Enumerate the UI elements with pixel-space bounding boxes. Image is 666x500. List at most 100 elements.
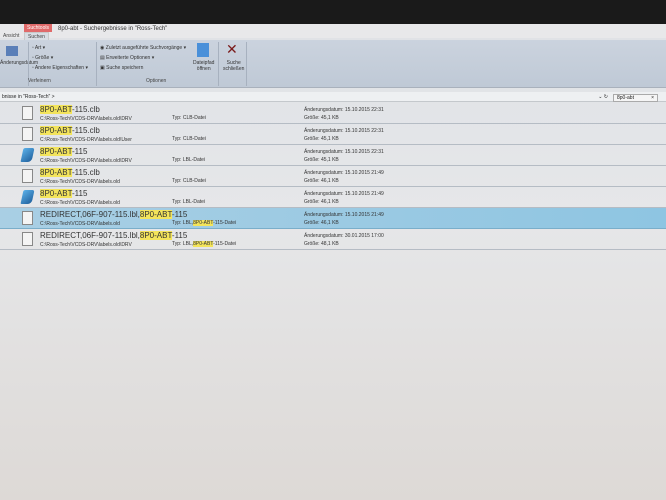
- art-button[interactable]: ▫ Art ▾: [32, 45, 46, 51]
- file-type: Typ: CLB-Datei: [172, 178, 206, 184]
- name-part: -115: [171, 210, 188, 219]
- type-highlight: 8P0-ABT: [193, 220, 214, 226]
- result-row[interactable]: 8P0-ABT-115 C:\Ross-Tech\VCDS-DRV\labels…: [0, 187, 666, 208]
- type-highlight: 8P0-ABT: [193, 241, 214, 247]
- name-highlight: 8P0-ABT: [40, 126, 73, 135]
- modified-date: Änderungsdatum: 15.10.2015 21:49: [304, 170, 384, 176]
- modified-date: Änderungsdatum: 15.10.2015 22:31: [304, 107, 384, 113]
- title-bar: Suchtools 8p0-abt - Suchergebnisse in "R…: [0, 24, 666, 38]
- name-highlight: 8P0-ABT: [40, 147, 73, 156]
- file-type: Typ: LBL-Datei: [172, 199, 205, 205]
- file-type: Typ: LBL,8P0-ABT-115-Datei: [172, 241, 236, 247]
- calendar-icon: [6, 46, 18, 56]
- result-row[interactable]: 8P0-ABT-115.clb C:\Ross-Tech\VCDS-DRV\la…: [0, 103, 666, 124]
- close-search-button[interactable]: Suche schließen: [223, 60, 244, 72]
- group-verfeinern: Verfeinern: [28, 78, 51, 84]
- close-icon: ✕: [226, 41, 238, 57]
- modified-date: Änderungsdatum: 15.10.2015 22:31: [304, 128, 384, 134]
- file-type: Typ: CLB-Datei: [172, 136, 206, 142]
- close-label-2: schließen: [223, 66, 245, 72]
- open-file-location-button[interactable]: Dateipfad öffnen: [193, 60, 214, 72]
- file-name[interactable]: 8P0-ABT-115.clb: [40, 168, 100, 177]
- modified-date: Änderungsdatum: 15.10.2015 21:49: [304, 191, 384, 197]
- document-icon: [22, 232, 33, 246]
- close-label: Suche: [226, 60, 241, 66]
- file-path: C:\Ross-Tech\VCDS-DRV\labels.old\DRV: [40, 242, 132, 248]
- document-icon: [22, 211, 33, 225]
- divider: [218, 42, 219, 86]
- recent-searches-button[interactable]: ◉ Zuletzt ausgeführte Suchvorgänge ▾: [100, 45, 187, 51]
- advanced-options-button[interactable]: ▤ Erweiterte Optionen ▾: [100, 55, 155, 61]
- file-type: Typ: CLB-Datei: [172, 115, 206, 121]
- name-highlight: 8P0-ABT: [40, 189, 73, 198]
- result-row[interactable]: REDIRECT,06F-907-115.lbl,8P0-ABT-115 C:\…: [0, 229, 666, 250]
- date-modified-button[interactable]: Änderungsdatum: [0, 60, 39, 66]
- other-properties-label: Andere Eigenschaften: [34, 65, 85, 71]
- modified-date: Änderungsdatum: 15.10.2015 22:31: [304, 149, 384, 155]
- file-type: Typ: LBL,8P0-ABT-115-Datei: [172, 220, 236, 226]
- ribbon: Änderungsdatum ▫ Art ▾ ▫ Größe ▾ ▫ Ander…: [0, 40, 666, 88]
- search-input[interactable]: 8p0-abt ×: [613, 94, 658, 102]
- breadcrumb[interactable]: bnisse in "Ross-Tech" >: [2, 94, 55, 100]
- result-row[interactable]: 8P0-ABT-115 C:\Ross-Tech\VCDS-DRV\labels…: [0, 145, 666, 166]
- file-path: C:\Ross-Tech\VCDS-DRV\labels.old: [40, 200, 120, 206]
- name-part: -115: [72, 147, 88, 156]
- name-part: -115: [72, 189, 88, 198]
- search-value: 8p0-abt: [617, 95, 634, 101]
- other-properties-button[interactable]: ▫ Andere Eigenschaften ▾: [32, 65, 88, 71]
- name-part: -115.clb: [72, 126, 100, 135]
- clear-search-icon[interactable]: ×: [651, 95, 654, 101]
- open-loc-label-2: öffnen: [196, 66, 211, 72]
- name-part: REDIRECT,06F-907-115.lbl,: [40, 210, 140, 219]
- divider: [246, 42, 247, 86]
- type-part: Typ: LBL,: [172, 241, 194, 247]
- file-name[interactable]: 8P0-ABT-115.clb: [40, 105, 100, 114]
- file-type: Typ: LBL-Datei: [172, 157, 205, 163]
- file-name[interactable]: REDIRECT,06F-907-115.lbl,8P0-ABT-115: [40, 210, 187, 219]
- file-size: Größe: 45,1 KB: [304, 115, 339, 121]
- type-part: -115-Datei: [213, 220, 237, 226]
- art-label: Art: [34, 45, 42, 51]
- type-part: Typ: LBL,: [172, 220, 194, 226]
- result-row[interactable]: REDIRECT,06F-907-115.lbl,8P0-ABT-115 C:\…: [0, 208, 666, 229]
- file-name[interactable]: 8P0-ABT-115: [40, 147, 87, 156]
- divider: [28, 42, 29, 86]
- recent-label: Zuletzt ausgeführte Suchvorgänge: [105, 45, 183, 51]
- name-part: REDIRECT,06F-907-115.lbl,: [40, 231, 140, 240]
- refresh-icon[interactable]: ⌄ ↻: [598, 94, 608, 100]
- name-highlight: 8P0-ABT: [139, 210, 172, 219]
- file-path: C:\Ross-Tech\VCDS-DRV\labels.old\DRV: [40, 116, 132, 122]
- result-row[interactable]: 8P0-ABT-115.clb C:\Ross-Tech\VCDS-DRV\la…: [0, 124, 666, 145]
- save-label: Suche speichern: [106, 65, 144, 71]
- size-button[interactable]: ▫ Größe ▾: [32, 55, 54, 61]
- result-row[interactable]: 8P0-ABT-115.clb C:\Ross-Tech\VCDS-DRV\la…: [0, 166, 666, 187]
- modified-date: Änderungsdatum: 15.10.2015 21:49: [304, 212, 384, 218]
- file-path: C:\Ross-Tech\VCDS-DRV\labels.old\User: [40, 137, 132, 143]
- file-size: Größe: 48,1 KB: [304, 241, 339, 247]
- file-size: Größe: 46,1 KB: [304, 199, 339, 205]
- document-icon: [22, 106, 33, 120]
- window-title: 8p0-abt - Suchergebnisse in "Ross-Tech": [58, 26, 168, 32]
- file-size: Größe: 45,1 KB: [304, 157, 339, 163]
- tab-ansicht[interactable]: Ansicht: [3, 33, 20, 39]
- type-part: Typ: CLB-Datei: [172, 178, 206, 184]
- type-part: Typ: CLB-Datei: [172, 115, 206, 121]
- name-part: -115.clb: [72, 105, 100, 114]
- divider: [96, 42, 97, 86]
- file-name[interactable]: 8P0-ABT-115.clb: [40, 126, 100, 135]
- context-tab-suchtools[interactable]: Suchtools: [24, 24, 52, 32]
- file-name[interactable]: 8P0-ABT-115: [40, 189, 87, 198]
- document-icon: [22, 169, 33, 183]
- ribbon-tabs: Ansicht Suchen: [0, 32, 666, 41]
- name-part: -115.clb: [72, 168, 100, 177]
- file-path: C:\Ross-Tech\VCDS-DRV\labels.old: [40, 221, 120, 227]
- address-bar[interactable]: bnisse in "Ross-Tech" > ⌄ ↻: [0, 92, 666, 102]
- open-location-icon: [197, 43, 209, 57]
- type-part: -115-Datei: [213, 241, 237, 247]
- explorer-window: Suchtools 8p0-abt - Suchergebnisse in "R…: [0, 24, 666, 500]
- tab-suchen[interactable]: Suchen: [24, 32, 49, 41]
- save-search-button[interactable]: ▣ Suche speichern: [100, 65, 144, 71]
- lbl-file-icon: [20, 148, 35, 162]
- open-loc-label: Dateipfad: [193, 60, 215, 66]
- file-name[interactable]: REDIRECT,06F-907-115.lbl,8P0-ABT-115: [40, 231, 187, 240]
